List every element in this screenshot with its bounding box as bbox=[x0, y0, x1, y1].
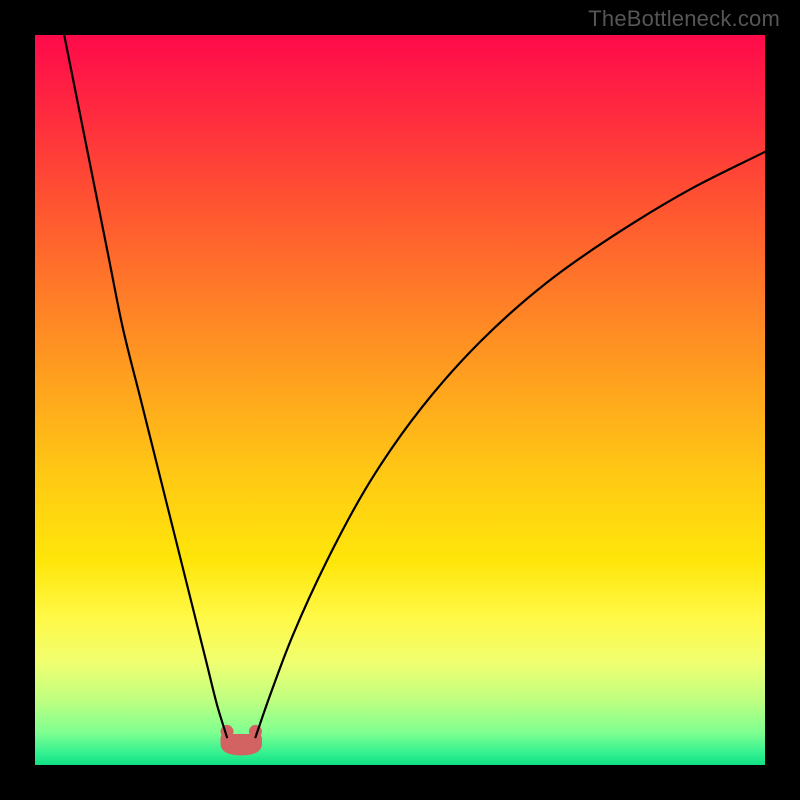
chart-container: TheBottleneck.com bbox=[0, 0, 800, 800]
bottleneck-curve-chart bbox=[35, 35, 765, 765]
watermark-text: TheBottleneck.com bbox=[588, 6, 780, 32]
gradient-background bbox=[35, 35, 765, 765]
